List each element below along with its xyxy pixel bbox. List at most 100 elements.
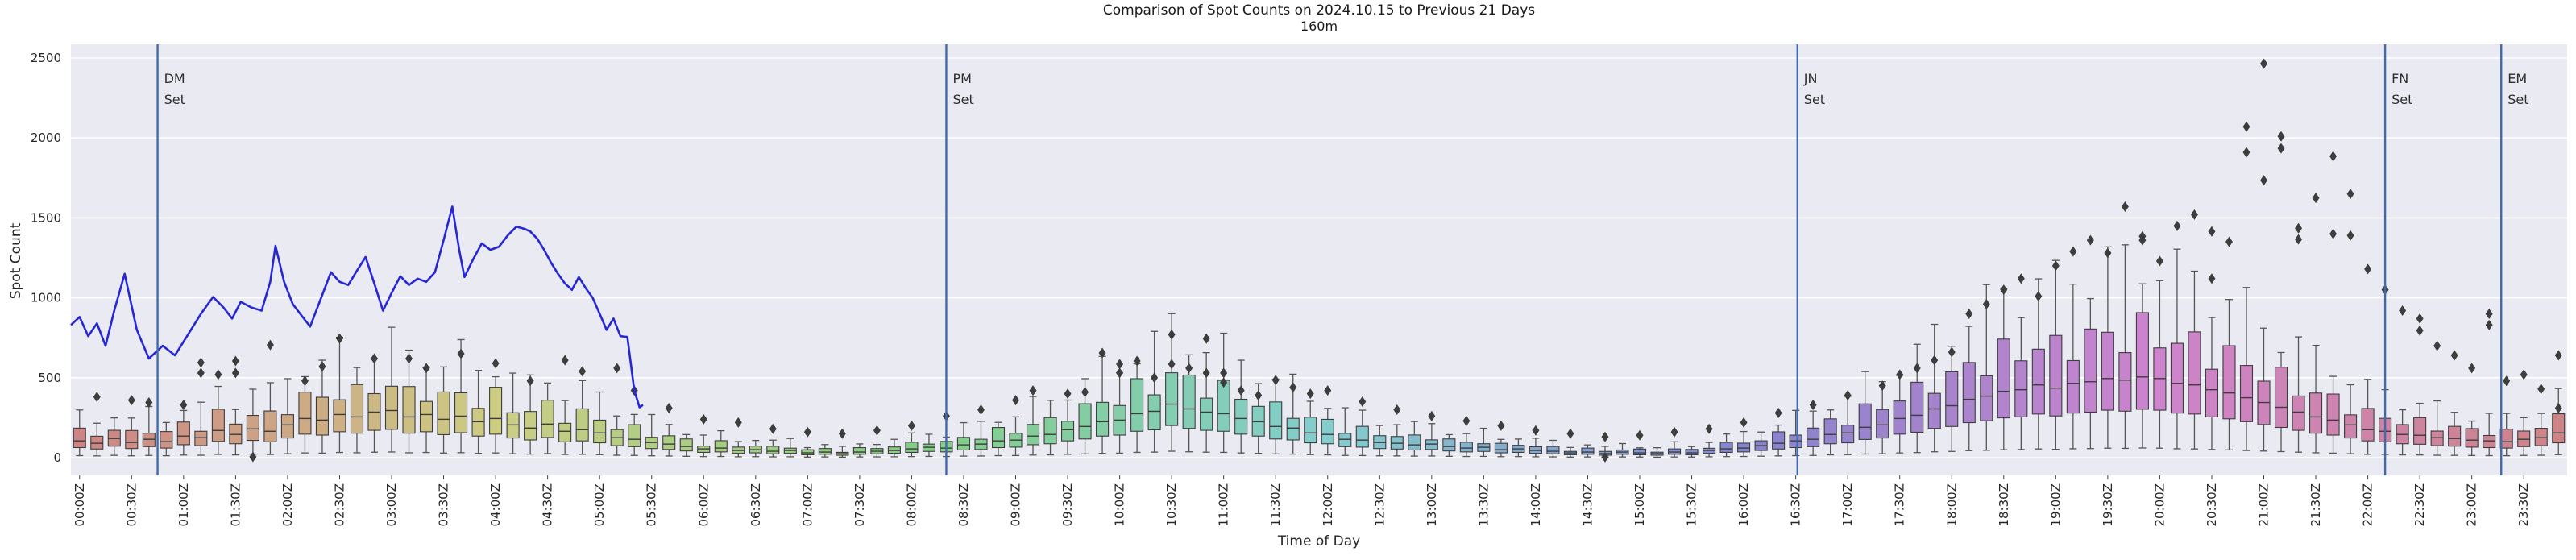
event-label-em: EM Set xyxy=(2508,71,2528,107)
boxplot-box xyxy=(298,392,312,435)
flier-diamond xyxy=(2208,226,2216,237)
boxplot-box xyxy=(2499,429,2513,449)
flier-diamond xyxy=(2000,284,2008,296)
flier-diamond xyxy=(197,367,205,379)
boxplot-box xyxy=(628,424,641,447)
boxplot-box xyxy=(1200,397,1213,431)
flier-diamond xyxy=(1965,308,1973,319)
flier-diamond xyxy=(2520,369,2528,380)
boxplot-box xyxy=(1910,381,1924,433)
flier-diamond xyxy=(2346,230,2354,241)
flier-diamond xyxy=(1271,375,1280,386)
chart-subtitle: 160m xyxy=(1300,19,1338,34)
boxplot-box xyxy=(1026,424,1040,446)
flier-diamond xyxy=(1809,400,1817,411)
flier-diamond xyxy=(803,426,811,438)
y-tick-label: 1500 xyxy=(31,210,61,225)
boxplot-box xyxy=(1234,398,1248,435)
flier-diamond xyxy=(301,375,309,387)
flier-diamond xyxy=(127,395,135,406)
flier-diamond xyxy=(734,417,742,428)
boxplot-box xyxy=(2413,417,2427,445)
flier-diamond xyxy=(197,357,205,368)
boxplot-box xyxy=(2430,430,2444,446)
boxplot-box xyxy=(1841,425,1855,444)
flier-diamond xyxy=(2155,255,2163,267)
flier-diamond xyxy=(1220,367,1228,379)
flier-diamond xyxy=(2208,273,2216,284)
boxplot-box xyxy=(402,386,416,434)
boxplot-box xyxy=(2274,367,2288,429)
x-tick-label: 07:30Z xyxy=(852,483,867,527)
boxplot-box xyxy=(2361,408,2375,442)
boxplot-box xyxy=(2084,328,2097,413)
x-tick-label: 05:30Z xyxy=(645,483,659,527)
boxplot-box xyxy=(1945,371,1959,427)
boxplot-box xyxy=(2483,434,2496,449)
y-tick-label: 0 xyxy=(53,450,61,465)
boxplot-box xyxy=(1078,403,1092,440)
boxplot-box xyxy=(263,410,277,442)
flier-diamond xyxy=(2069,246,2077,257)
flier-diamond xyxy=(335,333,343,344)
boxplot-box xyxy=(125,429,139,450)
x-tick-label: 19:00Z xyxy=(2048,483,2063,527)
flier-diamond xyxy=(1393,404,1401,415)
boxplot-box xyxy=(1043,417,1057,445)
y-tick-label: 2000 xyxy=(31,131,61,145)
x-tick-label: 17:30Z xyxy=(1893,483,1907,527)
flier-diamond xyxy=(1168,329,1176,340)
event-label-pm: PM Set xyxy=(952,71,973,107)
boxplot-box xyxy=(1546,446,1560,454)
flier-diamond xyxy=(2346,189,2354,200)
flier-diamond xyxy=(1098,347,1106,359)
flier-diamond xyxy=(907,420,915,431)
x-tick-label: 01:30Z xyxy=(228,483,243,527)
boxplot-box xyxy=(1632,448,1647,455)
flier-diamond xyxy=(1324,385,1332,396)
x-tick-label: 13:30Z xyxy=(1476,483,1491,527)
flier-diamond xyxy=(1896,369,1904,380)
event-label-jn: JN Set xyxy=(1803,71,1825,107)
today-spot-count-line xyxy=(70,205,644,409)
flier-diamond xyxy=(2450,350,2458,361)
plot-background xyxy=(71,44,2567,475)
boxplot-box xyxy=(2222,345,2236,420)
flier-diamond xyxy=(2121,201,2129,213)
boxplot-box xyxy=(176,421,190,446)
boxplot-box xyxy=(1217,380,1230,432)
flier-diamond xyxy=(1202,367,1210,379)
flier-diamond xyxy=(2485,319,2493,330)
flier-diamond xyxy=(2173,220,2181,231)
boxplot-box xyxy=(1408,434,1421,451)
boxplot-box xyxy=(1355,425,1369,448)
flier-diamond xyxy=(977,404,985,415)
flier-diamond xyxy=(1462,415,1471,426)
flier-diamond xyxy=(422,363,430,374)
boxplot-box xyxy=(2170,342,2184,414)
x-tick-label: 03:30Z xyxy=(437,483,451,527)
boxplot-box xyxy=(714,440,728,453)
flier-diamond xyxy=(2086,234,2094,246)
x-tick-label: 10:30Z xyxy=(1164,483,1179,527)
event-label-fn: FN Set xyxy=(2391,71,2412,107)
boxplot-box xyxy=(1182,374,1196,429)
boxplot-box xyxy=(524,411,537,441)
boxplot-box xyxy=(489,387,503,435)
x-tick-label: 13:00Z xyxy=(1425,483,1439,527)
flier-diamond xyxy=(1982,299,1990,310)
x-tick-label: 15:30Z xyxy=(1685,483,1699,527)
boxplot-box xyxy=(454,392,468,433)
boxplot-box xyxy=(558,422,572,442)
x-tick-label: 07:00Z xyxy=(800,483,815,527)
x-tick-label: 08:00Z xyxy=(904,483,919,527)
boxplot-box xyxy=(1147,394,1161,431)
flier-diamond xyxy=(1948,346,1956,358)
boxplot-box xyxy=(2448,425,2462,447)
x-tick-label: 17:00Z xyxy=(1840,483,1855,527)
flier-diamond xyxy=(2035,291,2043,302)
boxplot-box xyxy=(679,438,693,452)
boxplot-box xyxy=(905,442,919,454)
flier-diamond xyxy=(1636,429,1644,441)
